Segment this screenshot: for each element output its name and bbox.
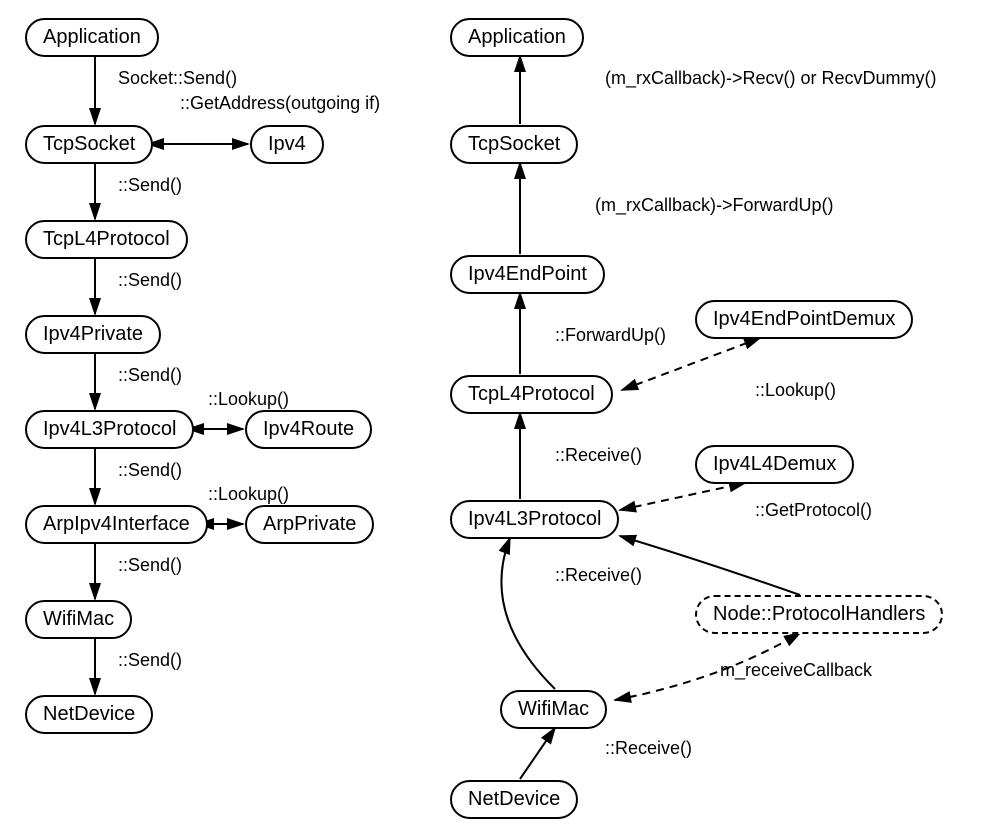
edge-label-11: (m_rxCallback)->ForwardUp() — [595, 195, 834, 216]
node-L-arpipv4: ArpIpv4Interface — [25, 505, 208, 544]
node-L-tcpl4: TcpL4Protocol — [25, 220, 188, 259]
edge-label-16: ::Receive() — [555, 565, 642, 586]
edge-label-4: ::Send() — [118, 365, 182, 386]
edge-label-3: ::Send() — [118, 270, 182, 291]
edge-label-8: ::Send() — [118, 555, 182, 576]
node-L-wifimac: WifiMac — [25, 600, 132, 639]
node-L-ipv4: Ipv4 — [250, 125, 324, 164]
edge-label-18: ::Receive() — [605, 738, 692, 759]
edge-label-5: ::Lookup() — [208, 389, 289, 410]
node-L-ipv4priv: Ipv4Private — [25, 315, 161, 354]
node-L-ipv4l3: Ipv4L3Protocol — [25, 410, 194, 449]
node-L-tcpsock: TcpSocket — [25, 125, 153, 164]
edge-label-6: ::Send() — [118, 460, 182, 481]
edge-label-15: ::GetProtocol() — [755, 500, 872, 521]
node-L-arppriv: ArpPrivate — [245, 505, 374, 544]
edge-16 — [620, 536, 800, 595]
edge-18 — [501, 538, 555, 689]
node-R-tcpsock: TcpSocket — [450, 125, 578, 164]
node-R-tcpl4: TcpL4Protocol — [450, 375, 613, 414]
edge-label-0: Socket::Send() — [118, 68, 237, 89]
edge-label-1: ::GetAddress(outgoing if) — [180, 93, 380, 114]
edge-15 — [620, 483, 745, 510]
edge-label-17: m_receiveCallback — [720, 660, 872, 681]
edge-label-7: ::Lookup() — [208, 484, 289, 505]
edge-label-13: ::Lookup() — [755, 380, 836, 401]
edge-19 — [520, 728, 555, 779]
node-R-netdev: NetDevice — [450, 780, 578, 819]
node-L-netdev: NetDevice — [25, 695, 153, 734]
node-L-app: Application — [25, 18, 159, 57]
edge-label-9: ::Send() — [118, 650, 182, 671]
node-L-ipv4route: Ipv4Route — [245, 410, 372, 449]
edge-label-2: ::Send() — [118, 175, 182, 196]
edge-label-14: ::Receive() — [555, 445, 642, 466]
node-R-ph: Node::ProtocolHandlers — [695, 595, 943, 634]
node-R-ipv4l3: Ipv4L3Protocol — [450, 500, 619, 539]
edge-label-10: (m_rxCallback)->Recv() or RecvDummy() — [605, 68, 937, 89]
edge-label-12: ::ForwardUp() — [555, 325, 666, 346]
node-R-ipv4epd: Ipv4EndPointDemux — [695, 300, 913, 339]
node-R-ipv4l4d: Ipv4L4Demux — [695, 445, 854, 484]
node-R-wifimac: WifiMac — [500, 690, 607, 729]
node-R-ipv4ep: Ipv4EndPoint — [450, 255, 605, 294]
node-R-app: Application — [450, 18, 584, 57]
